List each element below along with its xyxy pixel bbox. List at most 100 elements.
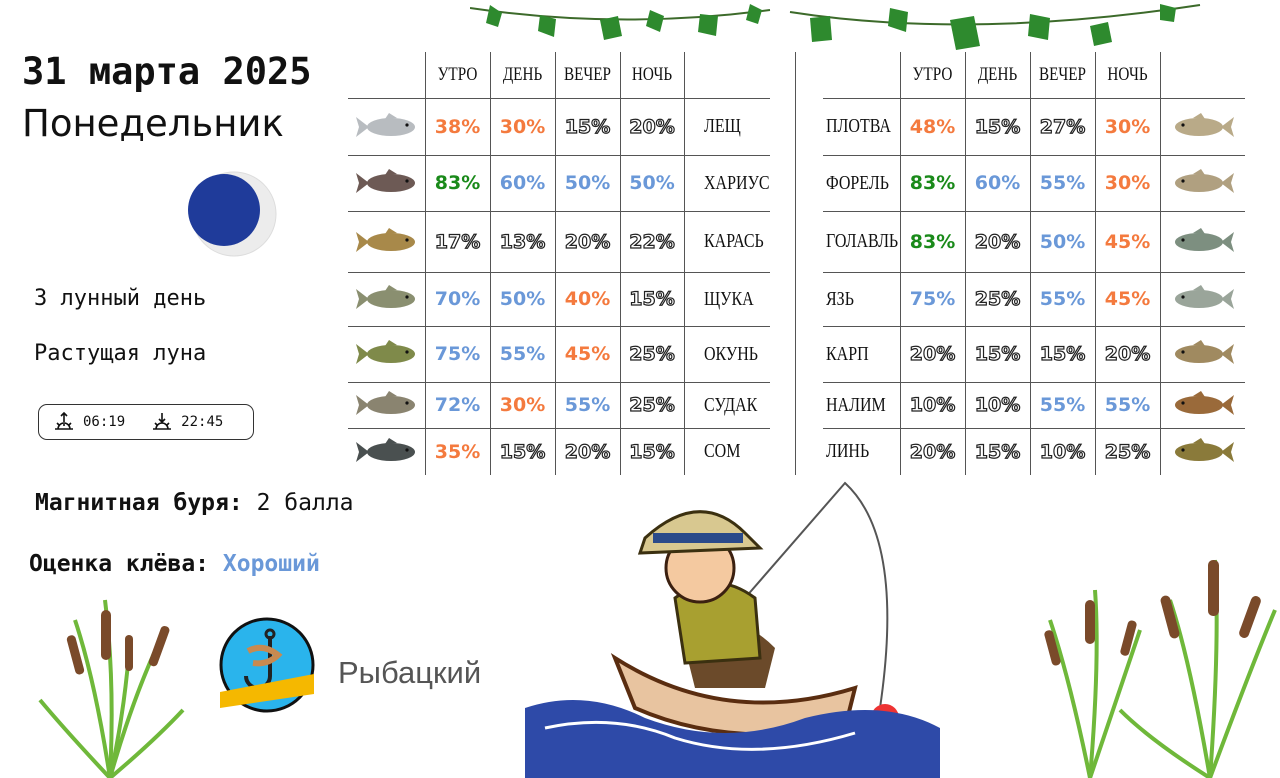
bite-percent: 13% <box>499 230 546 253</box>
fish-image <box>348 382 425 428</box>
bite-percent: 83% <box>909 172 956 194</box>
fish-name: СОМ <box>704 440 741 462</box>
bite-percent: 25% <box>629 342 676 365</box>
table-row: ХАРИУС 83% 60% 50% 50% <box>348 155 770 211</box>
column-header: НОЧЬ <box>1107 64 1148 85</box>
cattail-decoration-right <box>1044 559 1277 778</box>
row-divider <box>348 155 770 156</box>
bite-percent: 60% <box>499 172 546 194</box>
column-header: ДЕНЬ <box>977 64 1018 85</box>
storm-value: 2 балла <box>256 490 354 516</box>
bite-percent: 72% <box>434 394 481 416</box>
fish-name: ГОЛАВЛЬ <box>826 230 899 252</box>
row-divider <box>823 211 1245 212</box>
column-header: ВЕЧЕР <box>563 64 612 85</box>
row-divider <box>348 211 770 212</box>
table-row: СУДАК 72% 30% 55% 25% <box>348 382 770 428</box>
bite-percent: 10% <box>1039 440 1086 463</box>
bite-percent: 20% <box>909 342 956 365</box>
bite-percent: 15% <box>974 115 1021 138</box>
bite-percent: 15% <box>1039 342 1086 365</box>
fish-image <box>1160 211 1245 272</box>
brand-name: Рыбацкий <box>338 655 482 690</box>
bite-percent: 25% <box>629 393 676 416</box>
bite-percent: 55% <box>1039 288 1086 310</box>
bite-percent: 55% <box>499 343 546 365</box>
bite-label: Оценка клёва: <box>29 551 210 577</box>
bite-percent: 27% <box>1039 115 1086 138</box>
fish-image <box>348 428 425 475</box>
row-divider <box>348 98 770 99</box>
fish-image <box>348 272 425 326</box>
brand-logo <box>219 617 315 713</box>
fish-name: ЛЕЩ <box>704 115 741 137</box>
ivy-decoration <box>470 4 1201 50</box>
date-title: 31 марта 2025 <box>22 50 312 93</box>
column-divider <box>620 52 621 475</box>
bite-percent: 17% <box>434 230 481 253</box>
bite-percent: 10% <box>909 393 956 416</box>
column-divider <box>1095 52 1096 475</box>
sunset-time: 22:45 <box>181 414 224 430</box>
bite-percent: 15% <box>499 440 546 463</box>
column-divider <box>900 52 901 475</box>
sunrise-time: 06:19 <box>83 414 126 430</box>
table-row: ЩУКА 70% 50% 40% 15% <box>348 272 770 326</box>
fish-image <box>1160 326 1245 382</box>
fish-image <box>348 211 425 272</box>
bite-percent: 45% <box>1104 230 1151 253</box>
fish-image <box>1160 272 1245 326</box>
fish-name: КАРП <box>826 342 869 365</box>
bite-percent: 15% <box>629 287 676 310</box>
bite-percent: 25% <box>974 287 1021 310</box>
lunar-day: 3 лунный день <box>34 286 207 311</box>
row-divider <box>348 428 770 429</box>
column-divider <box>490 52 491 475</box>
moon-phase: Растущая луна <box>34 341 207 366</box>
left-bite-table: УТРО ДЕНЬ ВЕЧЕР НОЧЬ ЛЕЩ 38% 30% 15% 20% ХАРИУС 83… <box>348 52 770 475</box>
row-divider <box>348 382 770 383</box>
row-divider <box>348 326 770 327</box>
table-row: СОМ 35% 15% 20% 15% <box>348 428 770 475</box>
bite-percent: 10% <box>974 393 1021 416</box>
fish-image <box>348 326 425 382</box>
bite-percent: 55% <box>1039 394 1086 416</box>
column-header: УТРО <box>912 64 953 85</box>
fish-name: ОКУНЬ <box>704 342 758 365</box>
moon-icon <box>188 171 277 257</box>
fish-image <box>1160 428 1245 475</box>
cattail-decoration-left <box>38 599 185 778</box>
bite-percent: 30% <box>499 394 546 416</box>
bite-percent: 55% <box>1039 172 1086 194</box>
bite-percent: 30% <box>499 115 546 138</box>
column-header: НОЧЬ <box>631 64 673 85</box>
column-divider <box>1030 52 1031 475</box>
bite-percent: 75% <box>909 288 956 310</box>
bite-percent: 70% <box>434 288 481 310</box>
bite-percent: 55% <box>564 394 611 416</box>
storm-label: Магнитная буря: <box>35 490 243 516</box>
bite-percent: 20% <box>564 230 611 253</box>
table-row: ГОЛАВЛЬ 83% 20% 50% 45% <box>823 211 1245 272</box>
table-row: ЛИНЬ 20% 15% 10% 25% <box>823 428 1245 475</box>
table-row: ЯЗЬ 75% 25% 55% 45% <box>823 272 1245 326</box>
fish-image <box>348 98 425 155</box>
row-divider <box>823 326 1245 327</box>
bite-percent: 25% <box>1104 440 1151 463</box>
bite-value: Хороший <box>222 551 320 577</box>
bite-percent: 40% <box>564 288 611 310</box>
column-header: ВЕЧЕР <box>1038 64 1087 85</box>
column-header: ДЕНЬ <box>502 64 543 85</box>
bite-percent: 45% <box>1104 288 1151 310</box>
bite-percent: 20% <box>974 230 1021 253</box>
bite-percent: 20% <box>564 440 611 463</box>
table-row: ОКУНЬ 75% 55% 45% 25% <box>348 326 770 382</box>
table-row: ЛЕЩ 38% 30% 15% 20% <box>348 98 770 155</box>
bite-percent: 30% <box>1104 172 1151 194</box>
bite-percent: 15% <box>564 115 611 138</box>
bite-percent: 50% <box>564 172 611 194</box>
fish-image <box>1160 98 1245 155</box>
right-bite-table: УТРО ДЕНЬ ВЕЧЕР НОЧЬ ПЛОТВА 48% 15% 27% 30% ФОРЕЛ… <box>823 52 1245 475</box>
bite-percent: 50% <box>1039 230 1086 253</box>
table-divider <box>795 52 796 475</box>
